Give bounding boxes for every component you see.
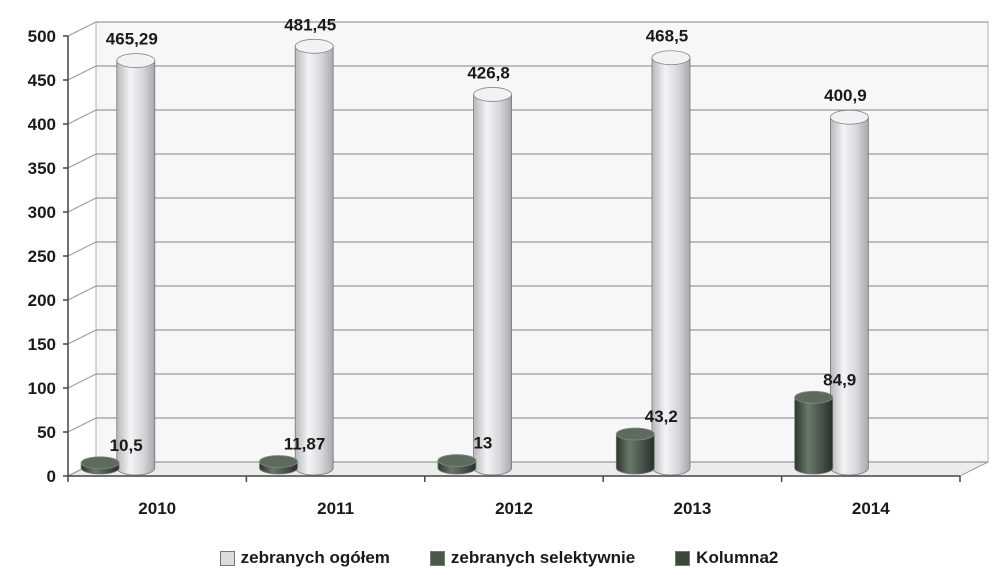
x-tick-label: 2012 <box>495 499 533 518</box>
legend-item-zebranych-ogolem: zebranych ogółem <box>219 548 390 568</box>
x-tick-label: 2014 <box>852 499 890 518</box>
data-label-zebranych-ogolem: 426,8 <box>467 63 510 82</box>
y-tick-label: 500 <box>28 27 56 46</box>
legend-item-zebranych-selektywnie: zebranych selektywnie <box>429 548 636 568</box>
legend-item-kolumna2: Kolumna2 <box>675 548 778 568</box>
data-label-zebranych-selektywnie: 10,5 <box>110 436 143 455</box>
bar-zebranych-ogolem <box>116 53 156 476</box>
legend-swatch-zebranych-selektywnie <box>429 550 445 566</box>
gridline-diagonal <box>67 285 97 301</box>
x-tick-label: 2011 <box>317 499 354 518</box>
data-label-zebranych-ogolem: 465,29 <box>106 30 158 49</box>
data-label-zebranych-selektywnie: 43,2 <box>645 407 678 426</box>
legend-swatch-zebranych-ogolem <box>219 550 235 566</box>
data-labels: 465,29 10,5 481,45 11,87 426,8 13 468,5 43,2 400… <box>106 15 867 454</box>
y-tick-label: 200 <box>28 291 56 310</box>
data-label-zebranych-selektywnie: 13 <box>473 434 492 453</box>
bar-zebranych-selektywnie <box>615 427 655 475</box>
y-tick-label: 450 <box>28 71 56 90</box>
y-tick-label: 50 <box>37 423 56 442</box>
bar-zebranych-selektywnie <box>80 456 120 475</box>
y-tick-label: 400 <box>28 115 56 134</box>
y-tick-label: 300 <box>28 203 56 222</box>
gridline-diagonal <box>67 197 97 213</box>
y-tick-label: 150 <box>28 335 56 354</box>
gridline-diagonal <box>67 373 97 389</box>
gridline-diagonal <box>67 417 97 433</box>
gridline-diagonal <box>67 241 97 257</box>
y-tick-label: 0 <box>47 467 56 486</box>
gridline-diagonal <box>67 153 97 169</box>
data-label-zebranych-selektywnie: 11,87 <box>284 435 326 454</box>
gridline-diagonal <box>67 65 97 81</box>
bar-zebranych-ogolem <box>473 87 512 476</box>
legend-label-zebranych-selektywnie: zebranych selektywnie <box>450 548 636 567</box>
y-tick-label: 250 <box>28 247 56 266</box>
bar-zebranych-selektywnie <box>259 455 298 475</box>
data-label-zebranych-ogolem: 481,45 <box>284 15 336 34</box>
y-axis: 0 50 100 150 200 250 300 350 400 450 500 <box>28 27 69 486</box>
bar-zebranych-selektywnie <box>437 454 477 475</box>
data-label-zebranych-ogolem: 400,9 <box>824 86 867 105</box>
bar-zebranych-ogolem <box>294 38 334 476</box>
bar-zebranych-ogolem <box>829 109 869 476</box>
gridline-diagonal <box>67 109 97 125</box>
data-label-zebranych-selektywnie: 84,9 <box>823 370 856 389</box>
x-tick-label: 2013 <box>673 499 711 518</box>
data-label-zebranych-ogolem: 468,5 <box>646 27 689 46</box>
x-tick-label: 2010 <box>138 499 176 518</box>
legend-swatch-kolumna2 <box>675 550 691 566</box>
legend-label-kolumna2: Kolumna2 <box>696 548 779 567</box>
x-axis: 2010 2011 2012 2013 2014 <box>67 475 961 518</box>
legend-label-zebranych-ogolem: zebranych ogółem <box>240 548 390 567</box>
bar-zebranych-ogolem <box>651 50 691 476</box>
bar-zebranych-selektywnie <box>794 390 834 475</box>
y-tick-label: 350 <box>28 159 56 178</box>
gridline-diagonal <box>67 21 97 37</box>
gridline-diagonal <box>67 329 97 345</box>
legend: zebranych ogółem zebranych selektywnie K… <box>0 548 998 568</box>
y-tick-label: 100 <box>28 379 56 398</box>
bars <box>80 38 869 476</box>
